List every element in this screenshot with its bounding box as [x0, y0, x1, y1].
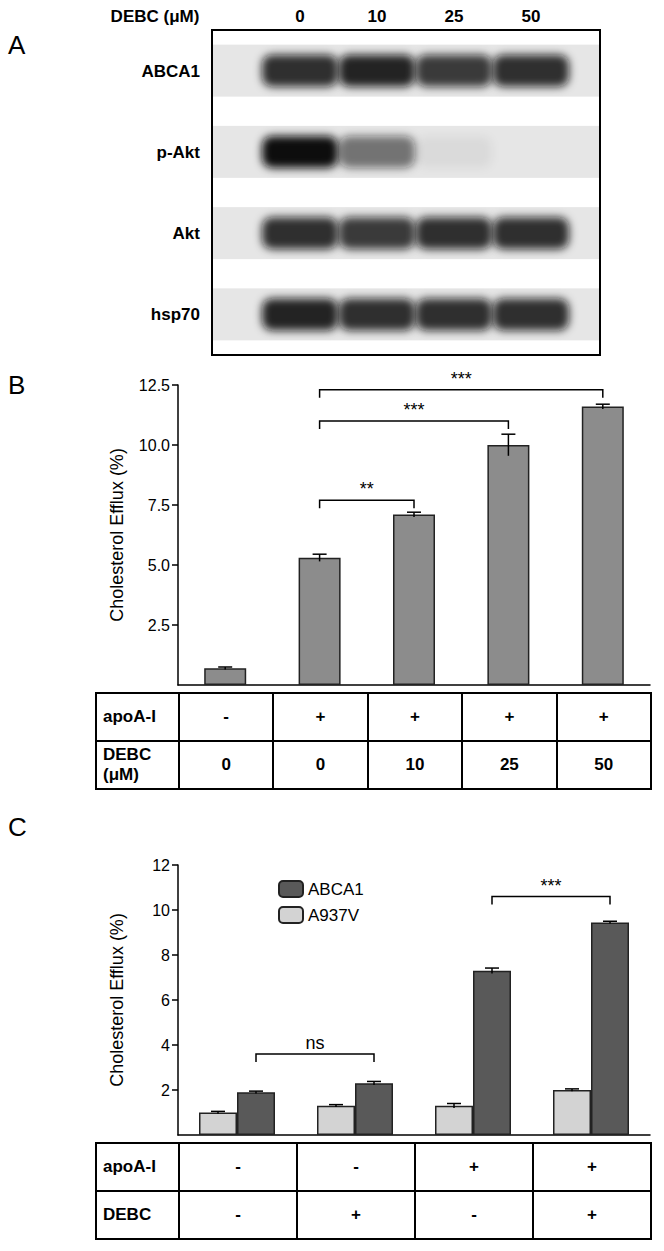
svg-text:Akt: Akt — [173, 224, 201, 243]
html-text:DEBC (μM): DEBC (μM) — [103, 745, 152, 784]
svg-text:6: 6 — [161, 992, 170, 1009]
svg-text:p-Akt: p-Akt — [157, 143, 201, 162]
html-text:B: B — [8, 370, 26, 400]
svg-text:5.0: 5.0 — [148, 557, 170, 574]
svg-text:**: ** — [360, 479, 374, 499]
svg-text:10.0: 10.0 — [139, 437, 170, 454]
html-text:apoA-I: apoA-I — [103, 1157, 156, 1176]
html-text:10: 10 — [405, 755, 425, 774]
html-text:0: 0 — [315, 755, 326, 774]
svg-text:A937V: A937V — [308, 906, 360, 925]
svg-text:7.5: 7.5 — [148, 497, 170, 514]
svg-text:25: 25 — [445, 7, 464, 26]
html-text:50: 50 — [594, 755, 614, 774]
svg-text:***: *** — [540, 876, 561, 896]
svg-text:ABCA1: ABCA1 — [141, 62, 200, 81]
html-text:apoA-I: apoA-I — [103, 707, 156, 726]
svg-text:hsp70: hsp70 — [151, 305, 200, 324]
html-text:DEBC: DEBC — [103, 1205, 152, 1224]
html-text:0: 0 — [221, 755, 231, 774]
svg-text:DEBC (μM): DEBC (μM) — [111, 7, 200, 26]
svg-text:2: 2 — [161, 1082, 170, 1099]
svg-text:***: *** — [403, 400, 424, 420]
svg-text:2.5: 2.5 — [148, 617, 170, 634]
svg-text:50: 50 — [522, 7, 541, 26]
svg-text:Cholesterol Efflux (%): Cholesterol Efflux (%) — [107, 913, 127, 1087]
html-text:A: A — [8, 30, 26, 60]
svg-text:ns: ns — [305, 1033, 324, 1053]
svg-text:10: 10 — [368, 7, 387, 26]
svg-text:10: 10 — [152, 902, 170, 919]
svg-text:4: 4 — [161, 1037, 170, 1054]
svg-text:Cholesterol Efflux (%): Cholesterol Efflux (%) — [107, 448, 127, 622]
html-text:C: C — [8, 812, 27, 842]
svg-text:12: 12 — [152, 857, 170, 874]
svg-text:ABCA1: ABCA1 — [308, 880, 364, 899]
svg-text:8: 8 — [161, 947, 170, 964]
svg-text:***: *** — [451, 369, 472, 389]
svg-text:12.5: 12.5 — [139, 377, 170, 394]
html-text:25: 25 — [499, 755, 519, 774]
svg-text:0: 0 — [295, 7, 304, 26]
